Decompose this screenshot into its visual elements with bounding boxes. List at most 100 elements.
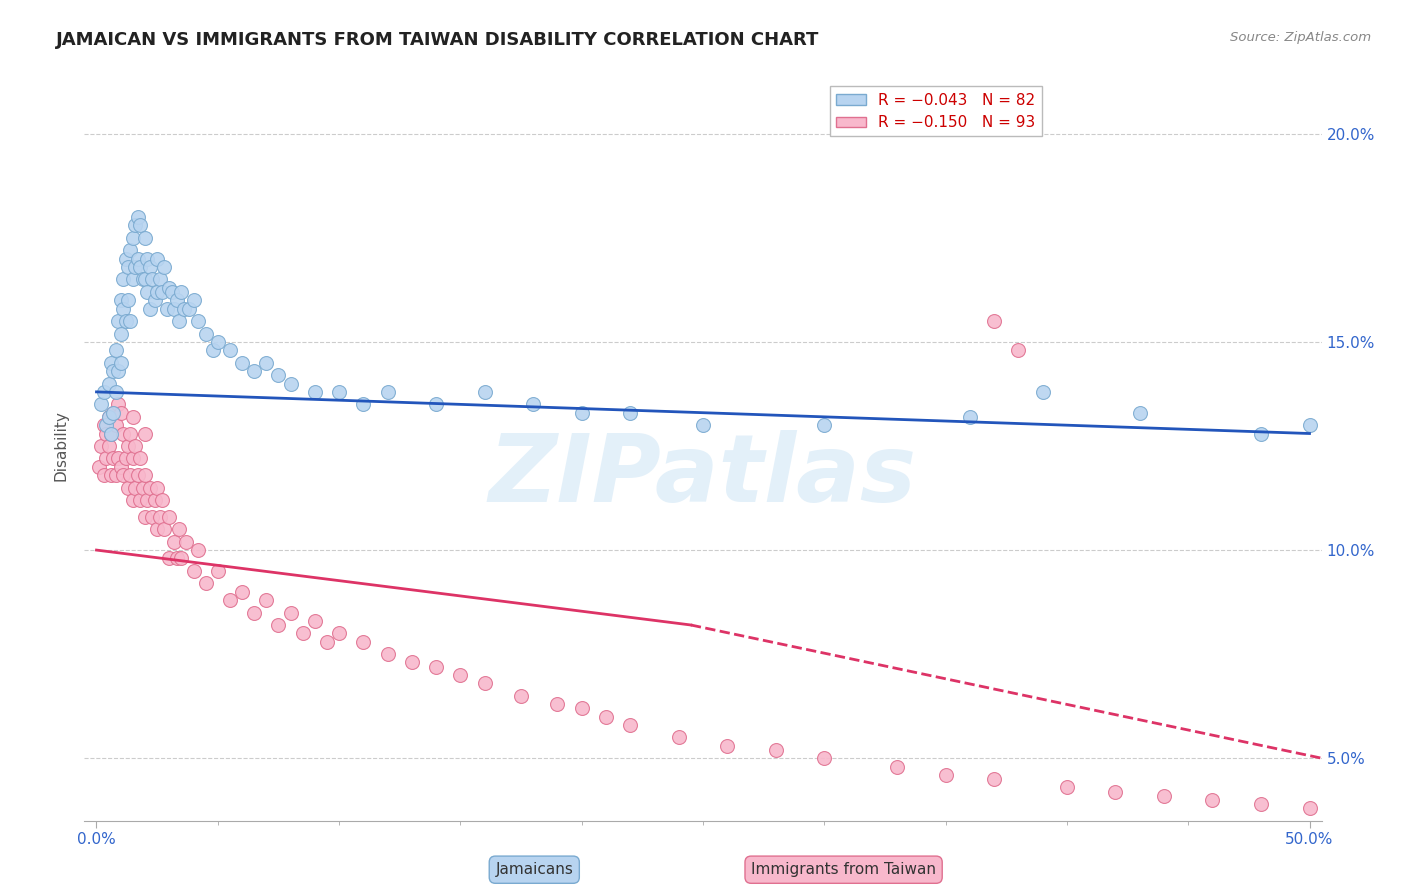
Point — [619, 718, 641, 732]
Point — [328, 384, 350, 399]
Point — [1153, 789, 1175, 803]
Text: Jamaicans: Jamaicans — [495, 863, 574, 877]
Point — [110, 356, 132, 370]
Point — [170, 285, 193, 299]
Point — [183, 293, 205, 308]
Point — [114, 252, 136, 266]
Point — [103, 364, 125, 378]
Point — [112, 272, 135, 286]
Point — [129, 493, 152, 508]
Text: Immigrants from Taiwan: Immigrants from Taiwan — [751, 863, 936, 877]
Point — [166, 293, 188, 308]
Point — [112, 426, 135, 441]
Legend: R = −0.043   N = 82, R = −0.150   N = 93: R = −0.043 N = 82, R = −0.150 N = 93 — [830, 87, 1042, 136]
Point — [157, 509, 180, 524]
Point — [765, 743, 787, 757]
Point — [201, 343, 224, 358]
Point — [120, 314, 142, 328]
Point — [153, 260, 176, 274]
Point — [170, 551, 193, 566]
Point — [619, 406, 641, 420]
Point — [107, 364, 129, 378]
Point — [110, 459, 132, 474]
Point — [571, 701, 593, 715]
Point — [716, 739, 738, 753]
Point — [104, 418, 127, 433]
Point — [122, 493, 145, 508]
Point — [120, 244, 142, 258]
Point — [1007, 343, 1029, 358]
Text: ZIPatlas: ZIPatlas — [489, 430, 917, 522]
Point — [187, 314, 209, 328]
Point — [474, 384, 496, 399]
Point — [146, 481, 169, 495]
Point — [401, 656, 423, 670]
Point — [110, 293, 132, 308]
Point — [93, 418, 115, 433]
Point — [163, 534, 186, 549]
Point — [174, 534, 197, 549]
Point — [117, 260, 139, 274]
Point — [157, 551, 180, 566]
Point — [187, 543, 209, 558]
Point — [352, 397, 374, 411]
Point — [127, 210, 149, 224]
Point — [352, 634, 374, 648]
Y-axis label: Disability: Disability — [53, 410, 69, 482]
Point — [122, 272, 145, 286]
Point — [96, 451, 118, 466]
Point — [96, 418, 118, 433]
Point — [886, 759, 908, 773]
Point — [474, 676, 496, 690]
Point — [114, 451, 136, 466]
Point — [122, 231, 145, 245]
Point — [167, 314, 190, 328]
Point — [110, 406, 132, 420]
Point — [1250, 797, 1272, 811]
Point — [103, 451, 125, 466]
Point — [280, 606, 302, 620]
Point — [146, 252, 169, 266]
Point — [156, 301, 179, 316]
Point — [668, 731, 690, 745]
Point — [267, 618, 290, 632]
Point — [122, 409, 145, 424]
Point — [148, 509, 170, 524]
Point — [100, 426, 122, 441]
Point — [167, 522, 190, 536]
Point — [136, 493, 159, 508]
Point — [267, 368, 290, 383]
Point — [97, 409, 120, 424]
Point — [100, 356, 122, 370]
Point — [449, 668, 471, 682]
Point — [425, 659, 447, 673]
Point — [124, 439, 146, 453]
Point — [120, 426, 142, 441]
Point — [160, 285, 183, 299]
Point — [231, 356, 253, 370]
Point — [254, 593, 277, 607]
Point — [1298, 418, 1320, 433]
Point — [316, 634, 339, 648]
Point — [1298, 801, 1320, 815]
Point — [194, 326, 217, 341]
Point — [139, 260, 162, 274]
Point — [117, 481, 139, 495]
Point — [522, 397, 544, 411]
Point — [207, 334, 229, 349]
Point — [1104, 784, 1126, 798]
Point — [134, 231, 156, 245]
Point — [219, 593, 242, 607]
Point — [1032, 384, 1054, 399]
Point — [1056, 780, 1078, 795]
Point — [93, 384, 115, 399]
Point — [104, 384, 127, 399]
Point — [1129, 406, 1152, 420]
Point — [153, 522, 176, 536]
Point — [134, 509, 156, 524]
Point — [114, 314, 136, 328]
Text: JAMAICAN VS IMMIGRANTS FROM TAIWAN DISABILITY CORRELATION CHART: JAMAICAN VS IMMIGRANTS FROM TAIWAN DISAB… — [56, 31, 820, 49]
Point — [243, 364, 266, 378]
Point — [177, 301, 200, 316]
Point — [377, 647, 399, 661]
